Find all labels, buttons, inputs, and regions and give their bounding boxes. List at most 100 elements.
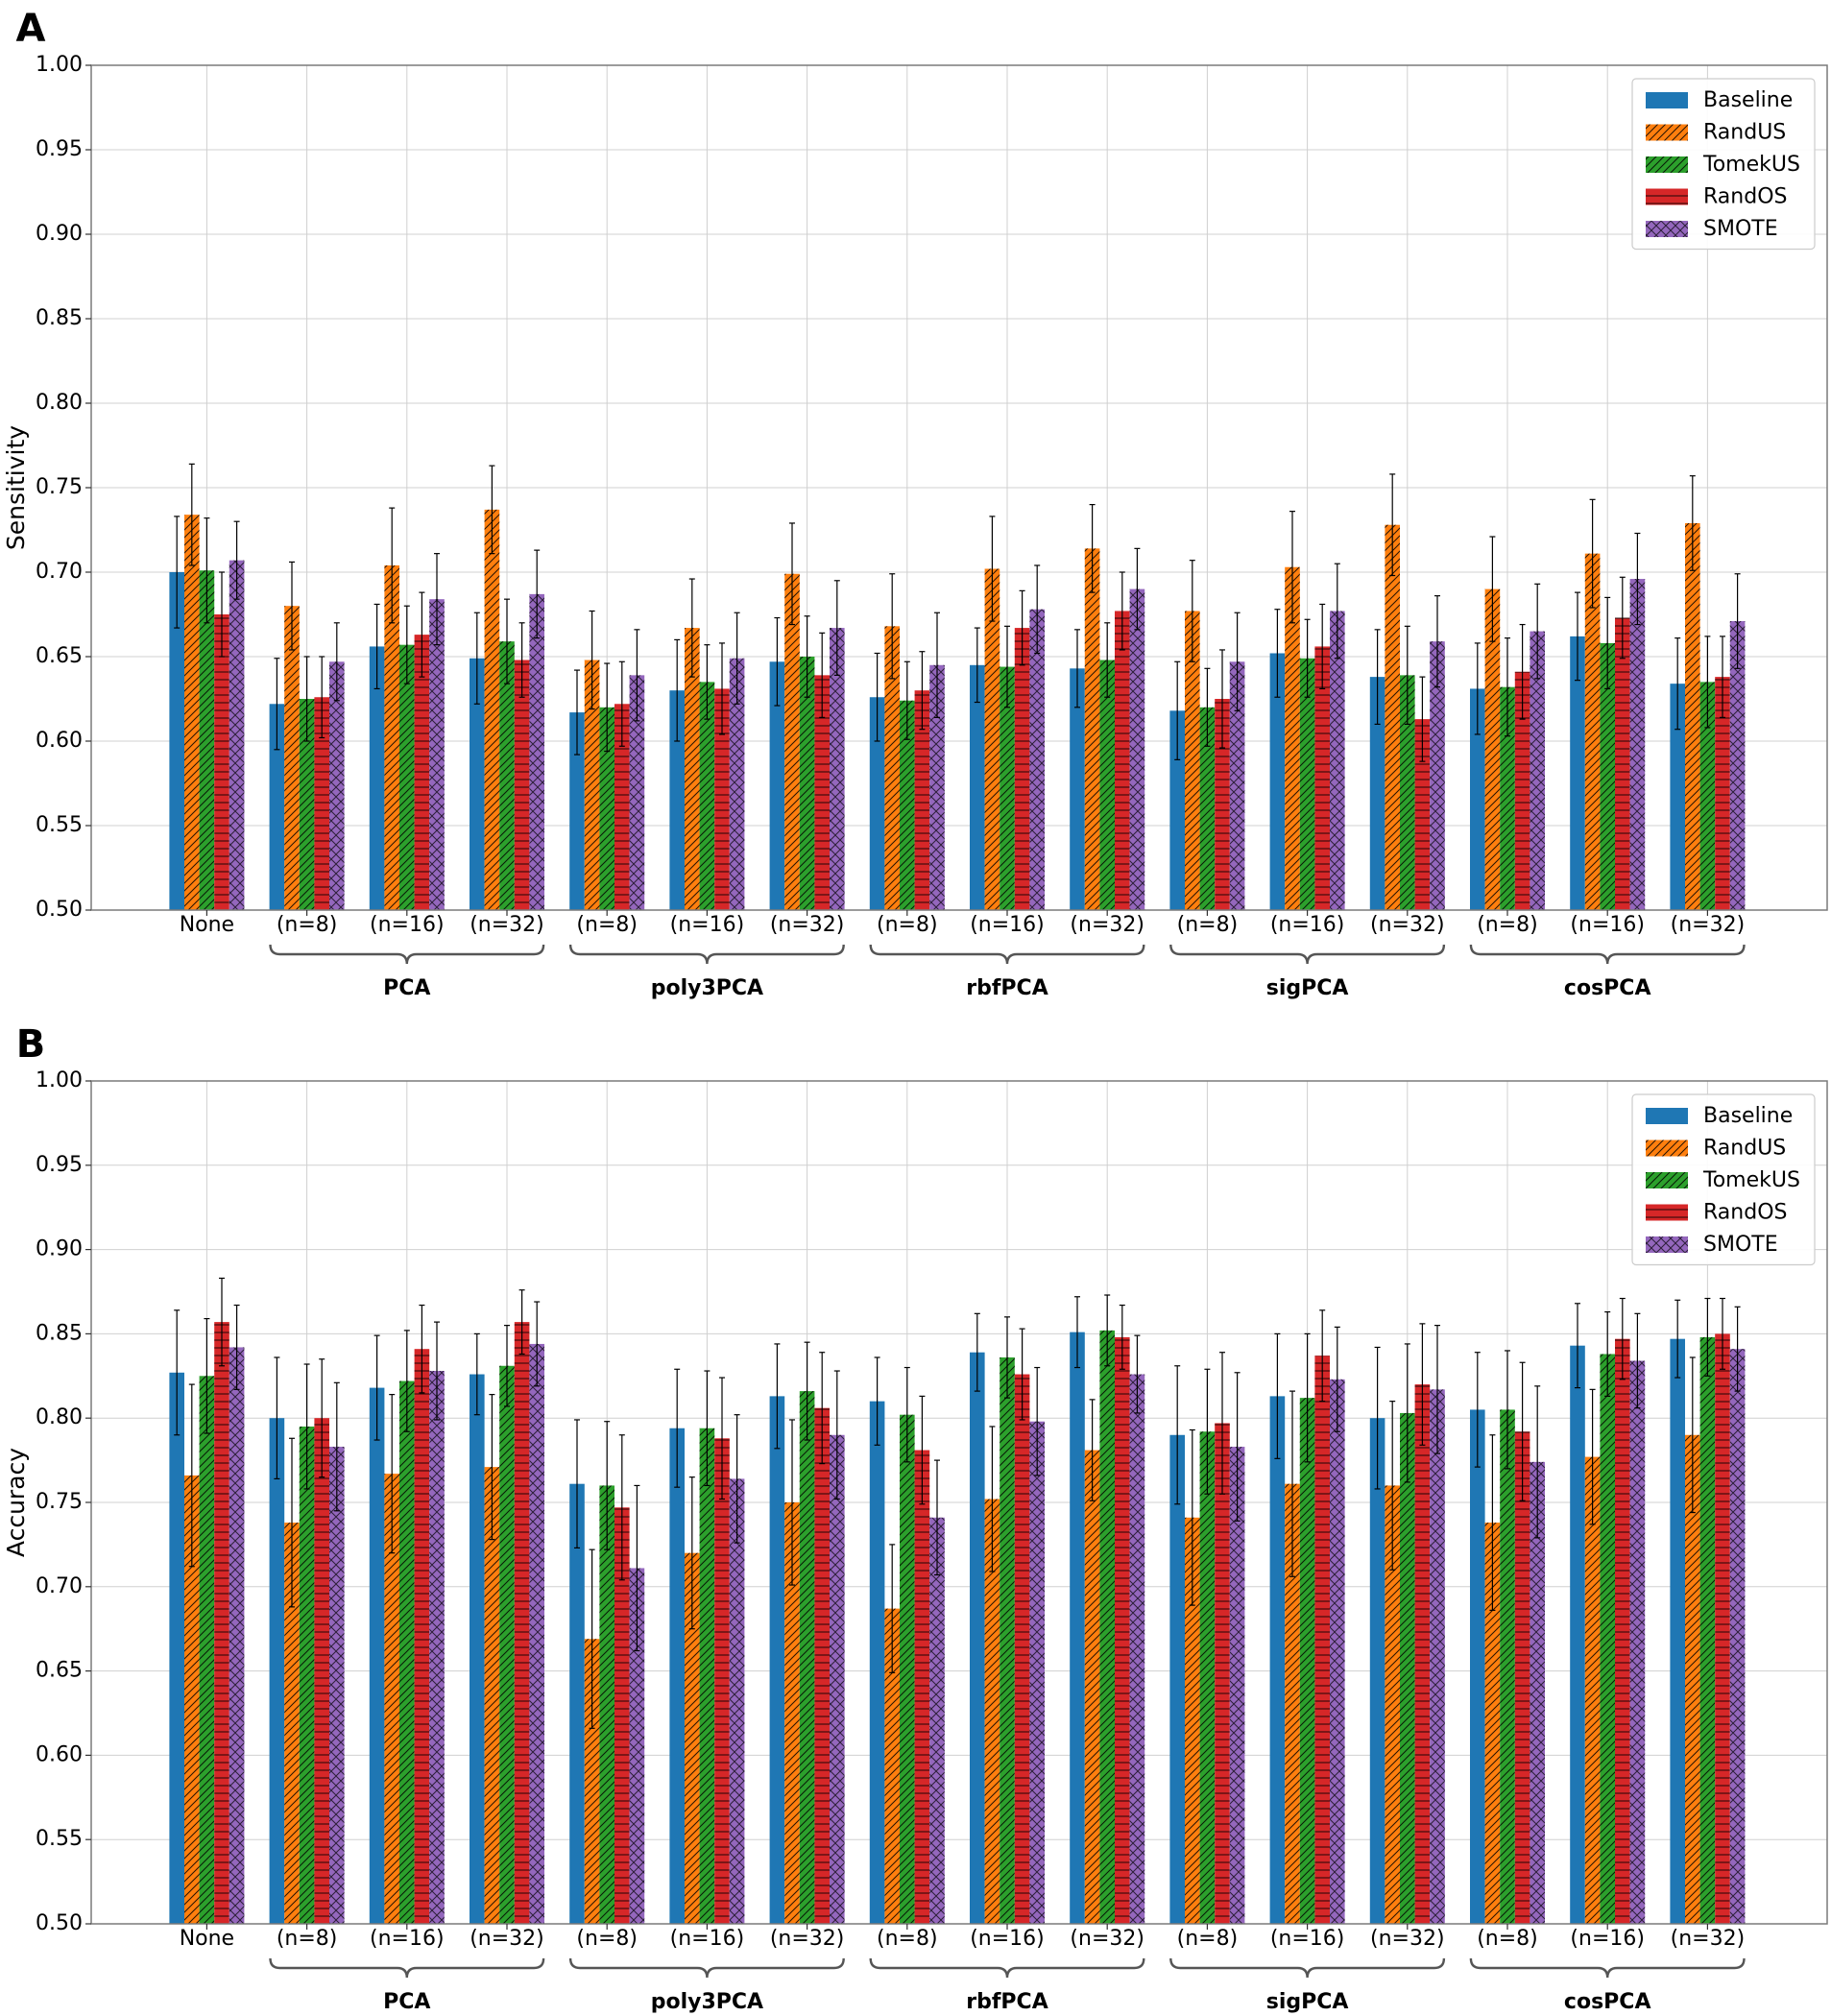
bar-hatch-tomekus: [299, 1426, 315, 1924]
group-label-cospca: cosPCA: [1564, 976, 1651, 1000]
bar-hatch-randos: [914, 690, 930, 910]
bar-baseline-15: [1670, 684, 1685, 910]
group-label-pca: PCA: [383, 1990, 430, 2014]
x-tick-label: (n=8): [576, 1927, 638, 1951]
x-tick-label: (n=8): [277, 1927, 338, 1951]
legend-swatch-hatch: [1646, 124, 1688, 141]
bar-baseline-13: [1470, 688, 1485, 910]
x-tick-label: None: [180, 1927, 234, 1951]
bar-baseline-11: [1269, 1396, 1286, 1924]
bar-baseline-5: [669, 1428, 685, 1924]
bar-hatch-randus: [1185, 1517, 1200, 1924]
x-tick-label: (n=32): [1370, 1927, 1445, 1951]
bar-hatch-randos: [214, 1322, 229, 1924]
bar-hatch-tomekus: [1699, 682, 1716, 910]
legend-swatch-hatch: [1646, 188, 1688, 205]
bar-baseline-5: [669, 690, 685, 910]
bar-hatch-smote: [729, 1478, 745, 1924]
y-tick-label: 0.95: [36, 1153, 83, 1177]
bar-hatch-randus: [1084, 1450, 1100, 1924]
x-tick-label: (n=16): [670, 1927, 745, 1951]
bar-baseline-0: [169, 572, 184, 910]
legend-label-tomekus: TomekUS: [1702, 153, 1800, 177]
bar-hatch-tomekus: [199, 1376, 215, 1924]
group-brace: [568, 944, 845, 965]
bar-hatch-randus: [1584, 553, 1601, 910]
bar-hatch-smote: [1629, 1360, 1646, 1924]
bar-hatch-smote: [329, 661, 345, 910]
bar-baseline-14: [1570, 1345, 1585, 1924]
x-tick-label: (n=32): [770, 1927, 845, 1951]
group-label-sigpca: sigPCA: [1266, 1990, 1349, 2014]
legend-label-tomekus: TomekUS: [1702, 1168, 1800, 1192]
bar-hatch-randus: [1084, 548, 1100, 910]
bar-hatch-smote: [1029, 609, 1045, 910]
y-tick-label: 0.55: [36, 813, 83, 837]
bar-hatch-randus: [1484, 1523, 1501, 1924]
bar-hatch-smote: [529, 1343, 544, 1924]
bar-hatch-randos: [314, 697, 329, 910]
bar-hatch-randus: [384, 1474, 399, 1924]
bar-hatch-smote: [629, 1568, 645, 1924]
x-tick-label: (n=8): [1477, 913, 1538, 937]
x-tick-label: (n=16): [1570, 1927, 1645, 1951]
x-tick-label: (n=16): [970, 1927, 1045, 1951]
y-tick-label: 0.55: [36, 1827, 83, 1851]
y-tick-label: 0.70: [36, 1574, 83, 1598]
bar-hatch-smote: [529, 593, 544, 910]
bar-hatch-randos: [1014, 628, 1030, 910]
bar-hatch-tomekus: [1699, 1336, 1716, 1924]
y-tick-label: 0.60: [36, 1742, 83, 1766]
bar-hatch-tomekus: [1400, 675, 1415, 910]
bar-baseline-12: [1369, 677, 1385, 910]
x-tick-label: (n=32): [1070, 1927, 1144, 1951]
bar-hatch-smote: [229, 560, 245, 910]
bar-hatch-tomekus: [1299, 1398, 1315, 1924]
bar-baseline-3: [470, 1374, 485, 1924]
x-tick-label: (n=8): [877, 913, 938, 937]
legend-label-randus: RandUS: [1703, 1137, 1786, 1161]
bar-hatch-smote: [830, 628, 845, 910]
bar-hatch-randus: [184, 1475, 200, 1924]
bar-hatch-smote: [629, 675, 645, 910]
bar-hatch-tomekus: [699, 682, 715, 910]
group-brace: [1469, 1957, 1746, 1979]
legend-label-baseline: Baseline: [1703, 1104, 1793, 1128]
bar-hatch-smote: [1330, 611, 1345, 910]
bar-hatch-smote: [1729, 1349, 1746, 1924]
y-tick-label: 0.75: [36, 475, 83, 499]
bar-hatch-tomekus: [900, 700, 915, 910]
bar-hatch-randus: [384, 564, 399, 910]
y-tick-label: 0.85: [36, 306, 83, 330]
bar-baseline-10: [1169, 710, 1185, 910]
group-brace: [1469, 944, 1746, 965]
bar-hatch-randos: [714, 688, 730, 910]
bar-baseline-4: [569, 712, 585, 910]
bar-hatch-randus: [984, 568, 1000, 910]
bar-hatch-randos: [314, 1418, 329, 1924]
bar-hatch-smote: [929, 664, 945, 910]
x-tick-label: (n=32): [1070, 913, 1144, 937]
bar-hatch-randos: [1215, 699, 1230, 910]
y-axis-label: Accuracy: [2, 1448, 30, 1557]
bar-baseline-7: [869, 1401, 885, 1924]
y-axis-label: Sensitivity: [2, 425, 30, 550]
group-label-sigpca: sigPCA: [1266, 976, 1349, 1000]
y-tick-label: 0.85: [36, 1321, 83, 1345]
bar-hatch-randus: [1285, 1483, 1300, 1924]
bar-hatch-smote: [1229, 1447, 1245, 1924]
y-tick-label: 0.50: [36, 1911, 83, 1935]
bar-baseline-8: [970, 1352, 985, 1924]
legend-swatch-baseline: [1646, 92, 1688, 108]
bar-hatch-randus: [1484, 588, 1501, 910]
bar-hatch-smote: [1129, 1374, 1145, 1924]
bar-baseline-0: [169, 1372, 184, 1924]
bar-baseline-6: [769, 1396, 785, 1924]
group-brace: [869, 1957, 1145, 1979]
x-tick-label: (n=32): [1671, 1927, 1746, 1951]
bar-hatch-randos: [914, 1450, 930, 1924]
y-tick-label: 0.90: [36, 1237, 83, 1261]
bar-hatch-tomekus: [799, 1391, 815, 1924]
bar-baseline-14: [1570, 636, 1585, 910]
bar-baseline-3: [470, 658, 485, 910]
